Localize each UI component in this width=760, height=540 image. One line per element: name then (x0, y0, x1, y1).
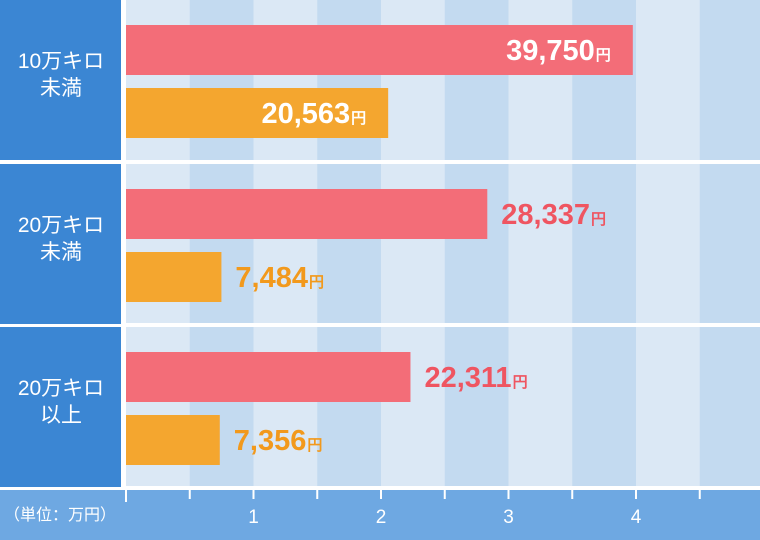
data-label-value: 20,563 (261, 98, 350, 130)
axis-tick (380, 490, 382, 499)
group-separator (0, 486, 760, 490)
grid-band (381, 0, 446, 490)
tick-label: 2 (376, 507, 387, 528)
bar (126, 189, 488, 239)
bar (126, 352, 411, 402)
axis-tick (635, 490, 637, 499)
category-panel (0, 164, 121, 324)
axis-tick (443, 490, 446, 499)
group-separator (0, 323, 760, 327)
category-panel (0, 327, 121, 487)
grid-band (444, 0, 509, 490)
bar (126, 25, 633, 75)
grid-band (317, 0, 382, 490)
category-label-line: 未満 (40, 241, 82, 264)
category-label-line: 10万キロ (18, 50, 104, 73)
bar (126, 88, 389, 138)
data-label: 20,563円 (261, 98, 366, 130)
axis-tick (316, 490, 319, 499)
data-label: 39,750円 (506, 35, 611, 67)
data-label-unit: 円 (596, 47, 611, 64)
tick-label: 3 (503, 507, 514, 528)
data-label-unit: 円 (307, 437, 322, 454)
category-label: 20万キロ以上 (18, 377, 104, 427)
category-panel (0, 0, 121, 160)
data-label-unit: 円 (309, 274, 324, 291)
axis-tick (252, 490, 255, 499)
tick-label: 4 (631, 507, 642, 528)
data-label-value: 7,484 (235, 262, 308, 294)
data-label-value: 39,750 (506, 35, 595, 67)
data-label-value: 22,311 (424, 362, 511, 394)
unit-label: （単位：万円） (4, 506, 116, 524)
category-label-line: 20万キロ (18, 214, 104, 237)
data-label: 7,484円 (235, 262, 324, 294)
data-label-unit: 円 (591, 211, 606, 228)
grid-band (508, 0, 573, 490)
grid-band (126, 0, 191, 490)
category-label: 10万キロ未満 (18, 50, 104, 100)
category-label-line: 以上 (40, 404, 82, 427)
axis-tick (188, 490, 191, 499)
grid-band (636, 0, 701, 490)
grid-band (189, 0, 254, 490)
panel-separator (121, 0, 126, 490)
tick-label: 1 (248, 507, 259, 528)
data-label-unit: 円 (513, 374, 528, 391)
axis-tick (507, 490, 510, 499)
data-label: 22,311円 (424, 362, 527, 394)
group-separator (0, 160, 760, 164)
data-label: 7,356円 (234, 425, 323, 457)
category-label-line: 未満 (40, 77, 82, 100)
axis-origin-tick (125, 490, 127, 502)
data-label-value: 28,337 (501, 199, 590, 231)
data-label-value: 7,356 (234, 425, 307, 457)
grid-band (699, 0, 760, 490)
data-label-unit: 円 (351, 110, 366, 127)
axis-tick (698, 490, 701, 499)
bar (126, 252, 222, 302)
bar (126, 415, 220, 465)
category-label: 20万キロ未満 (18, 214, 104, 264)
grid-band (572, 0, 637, 490)
axis-tick (571, 490, 574, 499)
grid-band (253, 0, 318, 490)
data-label: 28,337円 (501, 199, 606, 231)
category-label-line: 20万キロ (18, 377, 104, 400)
